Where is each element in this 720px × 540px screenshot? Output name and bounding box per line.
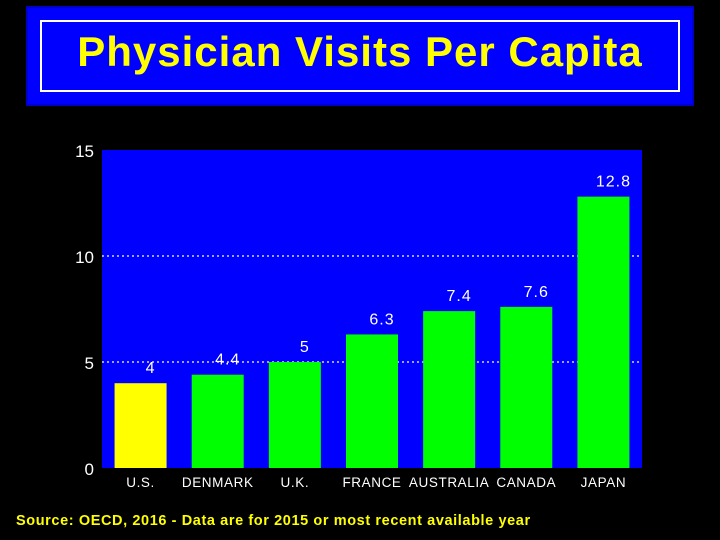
x-tick-label: FRANCE [342,475,401,490]
y-tick-label: 10 [75,248,94,267]
x-tick-label: AUSTRALIA [409,475,489,490]
x-tick-label: U.S. [126,475,155,490]
title-border: Physician Visits Per Capita [40,20,680,92]
bar [577,196,630,468]
bar [191,374,244,468]
data-label: 4 [146,360,156,377]
title-banner: Physician Visits Per Capita [26,6,694,106]
data-label: 7.4 [447,288,472,305]
bar-chart: 0 5 10 15 4 U.S. 4.4 DENMARK 5 U.K. 6.3 FRANCE 7.4 AU… [75,142,642,490]
bar [346,334,398,468]
x-tick-label: U.K. [281,475,310,490]
x-tick-label: CANADA [496,475,556,490]
bar [423,311,476,468]
data-label: 7.6 [524,284,549,301]
bar [500,306,553,468]
x-tick-label: DENMARK [182,475,254,490]
x-tick-label: JAPAN [581,475,627,490]
y-tick-label: 15 [75,142,94,161]
data-label: 5 [300,339,310,356]
data-label: 12.8 [596,174,631,191]
data-label: 4.4 [215,352,240,369]
bar [114,383,167,468]
y-tick-label: 5 [85,354,94,373]
chart-title: Physician Visits Per Capita [77,28,643,75]
bar [268,362,321,468]
y-tick-label: 0 [85,460,94,479]
source-note: Source: OECD, 2016 - Data are for 2015 o… [16,513,531,529]
data-label: 6.3 [369,311,394,328]
